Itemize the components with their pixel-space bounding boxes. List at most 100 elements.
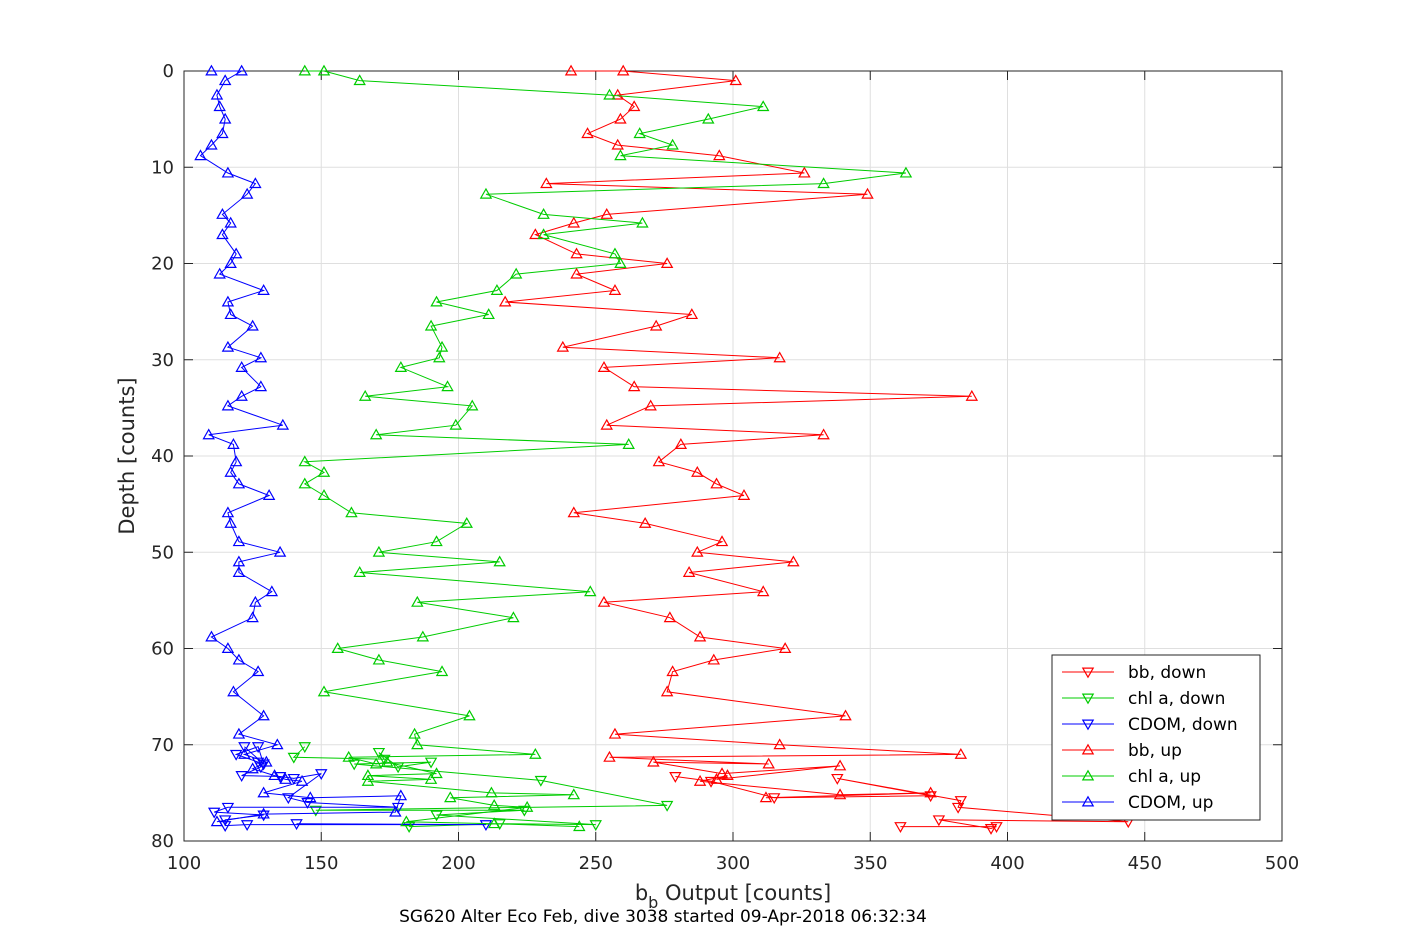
data-point (298, 64, 312, 76)
data-point (238, 747, 251, 759)
legend-label: chl a, down (1128, 689, 1225, 709)
data-point (221, 802, 235, 814)
data-point (567, 506, 581, 518)
data-point (556, 340, 570, 352)
data-point (213, 100, 226, 112)
data-point (534, 775, 548, 787)
data-point (660, 800, 674, 812)
data-point (221, 399, 235, 411)
data-point (240, 187, 254, 199)
legend: bb, down chl a, down CDOM, down bb, up chl a… (1051, 654, 1261, 821)
x-axis-label-main: b (635, 881, 648, 905)
data-point (702, 112, 715, 124)
data-point (224, 257, 237, 268)
data-point (408, 727, 421, 739)
y-axis-label: Depth [counts] (115, 377, 139, 534)
data-point (262, 489, 276, 500)
data-point (298, 455, 312, 467)
data-point (833, 759, 847, 771)
data-point (924, 786, 937, 798)
data-point (246, 762, 259, 774)
data-point (798, 166, 811, 178)
data-point (430, 295, 443, 307)
data-point (260, 755, 273, 767)
legend-marker (1081, 693, 1095, 705)
x-tick-label: 450 (1128, 853, 1162, 874)
data-point (430, 810, 443, 822)
data-point (235, 389, 248, 401)
data-point (251, 742, 265, 754)
data-point (611, 88, 624, 100)
data-point (207, 807, 221, 819)
data-point (570, 267, 583, 279)
data-point (361, 774, 375, 786)
data-point (210, 88, 224, 100)
data-point (317, 685, 331, 697)
data-point (394, 361, 408, 372)
data-point (416, 630, 430, 642)
data-point (652, 455, 666, 467)
data-point (773, 738, 786, 750)
data-point (372, 545, 386, 557)
data-point (759, 791, 773, 803)
x-axis-label-rest: Output [counts] (658, 881, 831, 905)
legend-item: chl a, down (1062, 689, 1225, 709)
data-point (567, 216, 581, 228)
data-point (298, 477, 312, 489)
data-point (707, 653, 721, 665)
data-point (298, 742, 312, 754)
data-point (213, 267, 226, 279)
data-point (597, 361, 611, 372)
data-point (232, 535, 246, 547)
data-point (353, 566, 366, 577)
data-point (287, 752, 301, 764)
data-point (487, 817, 501, 829)
data-point (507, 611, 520, 623)
data-point (424, 772, 438, 784)
legend-marker (1081, 719, 1095, 731)
data-point (663, 611, 677, 623)
legend-item: bb, up (1062, 741, 1182, 761)
data-point (389, 805, 402, 817)
data-point (463, 709, 476, 721)
data-point (600, 208, 613, 219)
data-point (633, 127, 646, 139)
data-point (249, 595, 262, 607)
data-point (485, 786, 498, 798)
data-point (674, 438, 688, 449)
figure-caption: SG620 Alter Eco Feb, dive 3038 started 0… (399, 907, 927, 927)
data-point (487, 798, 501, 810)
data-point (509, 267, 523, 279)
data-point (894, 822, 907, 833)
data-point (498, 295, 512, 307)
x-tick-label: 500 (1265, 853, 1299, 874)
series-line (303, 70, 906, 828)
data-point (268, 769, 281, 781)
data-point (369, 428, 383, 440)
data-point (608, 284, 622, 295)
data-point (279, 772, 292, 784)
data-point (479, 187, 493, 199)
data-point (682, 566, 696, 577)
series-line (199, 70, 402, 823)
legend-item: CDOM, up (1062, 793, 1213, 813)
axes: 100 150 200 250 300 350 400 450 500 0 10 20 30 40 50 60… (151, 61, 1299, 874)
data-point (216, 228, 229, 240)
data-point (584, 585, 597, 597)
y-tick-label: 70 (151, 735, 174, 756)
data-point (479, 820, 493, 832)
data-point (932, 815, 946, 827)
data-point (693, 630, 707, 642)
data-point (647, 755, 660, 767)
data-point (380, 755, 394, 767)
data-point (240, 820, 254, 832)
data-point (951, 802, 965, 814)
series-line (214, 746, 487, 827)
data-point (249, 177, 262, 189)
data-point (317, 489, 331, 500)
legend-marker (1081, 769, 1095, 781)
data-point (622, 438, 635, 449)
data-point (232, 477, 246, 489)
data-point (224, 216, 237, 228)
